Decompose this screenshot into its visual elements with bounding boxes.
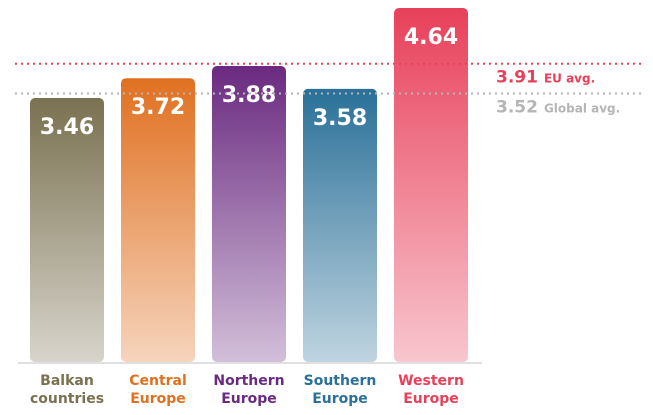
category-label: Northern Europe <box>213 373 285 407</box>
reference-name: Global avg. <box>544 101 620 115</box>
value-label: 3.88 <box>222 83 276 108</box>
reference-name: EU avg. <box>544 72 595 86</box>
bar <box>121 78 195 362</box>
value-label: 4.64 <box>404 25 458 50</box>
category-label: Balkan countries <box>29 373 105 407</box>
value-label: 3.58 <box>313 106 367 131</box>
value-label: 3.72 <box>131 95 185 120</box>
bar <box>212 65 286 362</box>
bar <box>303 88 377 363</box>
reference-value: 3.52 <box>496 97 538 117</box>
reference-value: 3.91 <box>496 68 538 88</box>
bar <box>394 8 468 363</box>
category-label: Western Europe <box>398 373 464 407</box>
category-label: Central Europe <box>129 373 187 407</box>
reference-label: 3.91 EU avg. <box>496 68 595 88</box>
category-label: Southern Europe <box>303 373 377 407</box>
value-label: 3.46 <box>40 115 94 140</box>
reference-label: 3.52 Global avg. <box>496 97 620 117</box>
bar <box>30 98 104 362</box>
